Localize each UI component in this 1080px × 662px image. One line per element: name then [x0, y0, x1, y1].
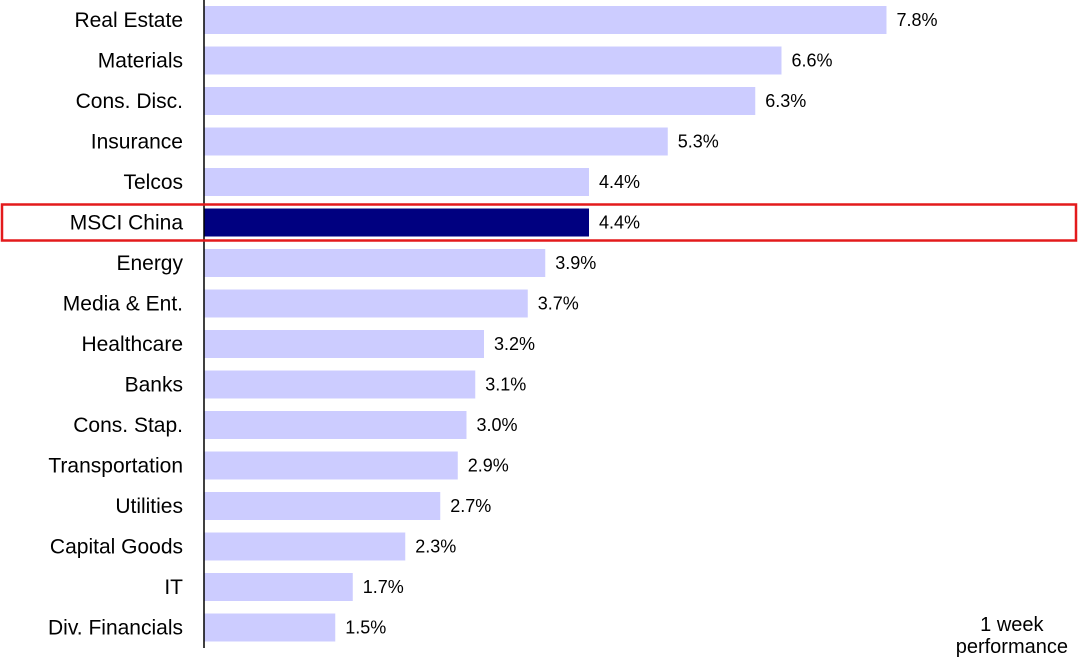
value-label-it: 1.7% [363, 577, 404, 597]
bar-media-and-ent [204, 289, 528, 318]
category-labels-group: Real Estate Materials Cons. Disc. Insurance… [48, 9, 183, 640]
bar-healthcare [204, 330, 484, 358]
value-label-capital-goods: 2.3% [415, 537, 456, 557]
value-label-utilities: 2.7% [450, 496, 491, 516]
bar-div-financials [204, 613, 336, 642]
value-label-msci-china: 4.4% [599, 213, 640, 233]
bar-energy [204, 249, 546, 277]
bar-insurance [204, 127, 668, 156]
bar-utilities [204, 492, 441, 520]
value-label-banks: 3.1% [485, 375, 526, 395]
bar-it [204, 573, 353, 601]
bar-cons-stap [204, 411, 467, 439]
category-label-cons-stap: Cons. Stap. [73, 414, 183, 437]
value-label-materials: 6.6% [792, 51, 833, 71]
category-label-telcos: Telcos [123, 171, 183, 194]
note-line-1: 1 week [980, 614, 1044, 636]
value-label-energy: 3.9% [555, 253, 596, 273]
category-label-healthcare: Healthcare [81, 333, 183, 356]
highlight-box [0, 203, 1078, 242]
bar-capital-goods [204, 532, 406, 561]
value-label-healthcare: 3.2% [494, 334, 535, 354]
value-label-cons-stap: 3.0% [477, 415, 518, 435]
bar-transportation [204, 451, 458, 480]
value-label-media-and-ent: 3.7% [538, 294, 579, 314]
category-label-capital-goods: Capital Goods [50, 536, 183, 559]
bar-telcos [204, 168, 589, 196]
bars-group [204, 6, 887, 642]
bar-real-estate [204, 6, 887, 34]
value-label-transportation: 2.9% [468, 456, 509, 476]
category-label-materials: Materials [98, 50, 183, 73]
value-label-insurance: 5.3% [678, 132, 719, 152]
category-label-utilities: Utilities [115, 495, 183, 518]
value-label-div-financials: 1.5% [345, 618, 386, 638]
value-label-cons-disc: 6.3% [765, 91, 806, 111]
category-label-div-financials: Div. Financials [48, 617, 183, 640]
bar-banks [204, 370, 476, 399]
category-label-it: IT [164, 576, 183, 599]
category-label-banks: Banks [125, 374, 183, 397]
value-label-telcos: 4.4% [599, 172, 640, 192]
category-label-insurance: Insurance [91, 131, 183, 154]
performance-note: 1 week performance [956, 614, 1068, 658]
category-label-transportation: Transportation [48, 455, 183, 478]
value-label-real-estate: 7.8% [897, 10, 938, 30]
note-line-2: performance [955, 636, 1068, 658]
category-label-real-estate: Real Estate [74, 9, 183, 32]
bar-materials [204, 46, 782, 75]
category-label-energy: Energy [116, 252, 183, 275]
category-label-cons-disc: Cons. Disc. [76, 90, 183, 113]
category-label-msci-china: MSCI China [70, 212, 184, 235]
bar-cons-disc [204, 87, 756, 115]
bar-msci-china [204, 208, 589, 237]
value-labels-group: 7.8%6.6%6.3%5.3%4.4%4.4%3.9%3.7%3.2%3.1%… [345, 10, 937, 638]
category-label-media-and-ent: Media & Ent. [63, 293, 183, 316]
